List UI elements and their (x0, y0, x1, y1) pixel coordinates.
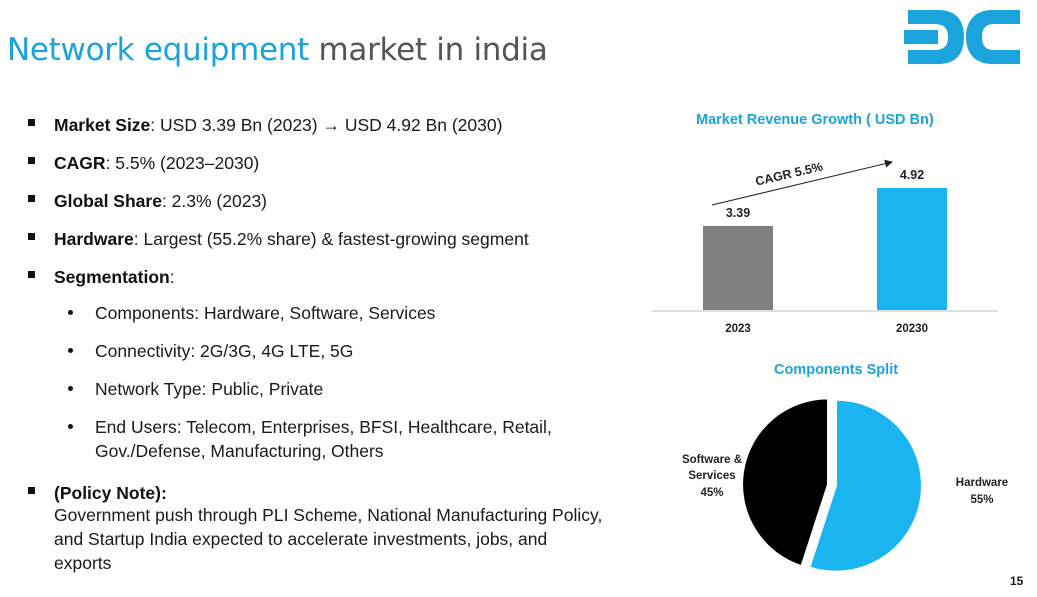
bullet-label: Global Share (54, 191, 162, 211)
policy-line: and Startup India expected to accelerate… (54, 529, 548, 549)
bar-2023 (703, 225, 773, 310)
segment-text: Connectivity: 2G/3G, 4G LTE, 5G (95, 341, 354, 361)
policy-line: Government push through PLI Scheme, Nati… (54, 505, 603, 525)
x-tick-label: 2023 (725, 323, 751, 335)
pie-chart: Software & Services 45% Hardware 55% (682, 397, 1008, 573)
pie-chart-title: Components Split (774, 362, 899, 378)
square-bullet-icon (28, 119, 35, 126)
pie-slice-hardware (808, 398, 923, 573)
bar-value-label: 4.92 (900, 168, 924, 182)
square-bullet-icon (28, 233, 35, 240)
pie-label-software-services-line1: Software & (682, 454, 742, 466)
round-bullet-icon (68, 424, 73, 429)
square-bullet-icon (28, 271, 35, 278)
policy-label: (Policy Note): (54, 483, 167, 503)
segment-text: End Users: Telecom, Enterprises, BFSI, H… (95, 415, 552, 463)
square-bullet-icon (28, 195, 35, 202)
brand-logo (904, 10, 1020, 64)
bullet-text: : Largest (55.2% share) & fastest-growin… (133, 229, 529, 249)
bullet-label: CAGR (54, 153, 106, 173)
bar-20230 (877, 188, 947, 310)
page-title: Network equipment market in india (7, 32, 548, 68)
pie-label-software-services-line2: Services (688, 470, 735, 482)
pie-value-hardware: 55% (970, 494, 993, 506)
x-tick-label: 20230 (896, 323, 928, 335)
segment-text-line: Gov./Defense, Manufacturing, Others (95, 441, 384, 461)
policy-note-text: Government push through PLI Scheme, Nati… (54, 503, 654, 575)
segment-text-line: End Users: Telecom, Enterprises, BFSI, H… (95, 417, 552, 437)
pie-slice-software-services (741, 397, 830, 568)
segment-text: Network Type: Public, Private (95, 379, 324, 399)
square-bullet-icon (28, 157, 35, 164)
title-rest: market in india (318, 32, 548, 68)
bullet-text: : (169, 267, 175, 287)
bullet-label: Market Size (54, 115, 151, 135)
segment-text: Components: Hardware, Software, Services (95, 303, 436, 323)
bullet-text: : 5.5% (2023–2030) (105, 153, 260, 173)
bar-chart-title: Market Revenue Growth ( USD Bn) (696, 112, 934, 128)
bullet-label: Segmentation (54, 267, 170, 287)
cagr-arrow (711, 159, 893, 206)
bullet-text: : USD 3.39 Bn (2023) → USD 4.92 Bn (2030… (150, 115, 503, 135)
bullet-text: : 2.3% (2023) (161, 191, 268, 211)
bar-value-label: 3.39 (726, 206, 750, 220)
cagr-annotation: CAGR 5.5% (754, 160, 824, 189)
pie-label-hardware: Hardware (956, 477, 1008, 489)
title-accent: Network equipment (7, 32, 309, 68)
logo-mark-icon (904, 10, 1020, 64)
square-bullet-icon (28, 487, 35, 494)
policy-line: exports (54, 553, 112, 573)
round-bullet-icon (68, 310, 73, 315)
page-number: 15 (1010, 574, 1024, 588)
round-bullet-icon (68, 348, 73, 353)
round-bullet-icon (68, 386, 73, 391)
bar-chart: CAGR 5.5% 3.39 2023 4.92 20230 (652, 159, 998, 335)
bullet-label: Hardware (54, 229, 134, 249)
pie-value-software-services: 45% (700, 487, 723, 499)
